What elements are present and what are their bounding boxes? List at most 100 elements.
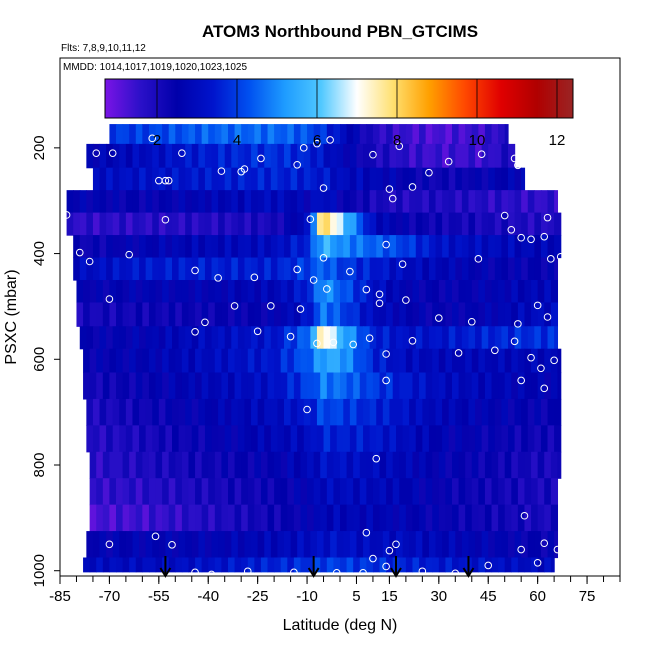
field-cell [228,451,236,479]
sample-point [296,305,305,313]
field-cell [274,348,282,374]
field-cell [112,143,120,169]
field-cell [297,235,305,259]
field-cell [119,143,127,169]
field-cell [297,326,305,350]
sample-point [125,250,133,259]
field-cell [221,478,229,506]
sample-point [467,317,476,326]
field-cell [139,143,147,169]
field-cell [175,302,183,327]
field-cell [208,478,216,506]
sample-point [454,349,463,357]
field-cell [336,190,344,214]
field-cell [547,257,555,281]
field-cell [415,425,423,453]
field-cell [181,280,190,304]
sample-point [550,356,558,365]
field-cell [442,235,450,259]
field-cell [320,478,328,506]
field-cell [402,167,410,191]
field-cell [442,326,450,350]
field-cell [458,348,466,374]
field-cell [287,451,295,479]
chart-title: ATOM3 Northbound PBN_GTCIMS [202,22,478,41]
field-cell [405,557,414,573]
field-cell [270,190,279,214]
sample-point [553,545,562,554]
sample-point [418,567,427,576]
field-cell [508,425,516,453]
field-cell [122,280,130,304]
field-cell [303,167,311,191]
sample-point [388,194,397,203]
field-cell [99,235,107,259]
field-cell [372,372,381,400]
field-cell [125,143,134,169]
field-cell [363,398,371,426]
field-cell [204,143,213,169]
field-cell [257,398,265,426]
sample-point [362,285,371,294]
field-cell [165,425,173,453]
field-cell [211,531,219,559]
field-cell [511,302,519,327]
field-cell [366,124,374,145]
field-cell [498,348,506,374]
field-cell [527,190,535,214]
field-cell [79,326,87,350]
field-cell [461,425,470,453]
field-cell [152,190,160,214]
colorbar-tick-label: 12 [549,132,566,149]
field-cell [508,235,516,259]
field-cell [366,372,374,400]
field-cell [92,235,101,259]
field-cell [211,326,219,350]
field-cell [540,425,549,453]
field-cell [96,557,104,573]
sample-point [303,405,311,414]
field-cell [168,557,176,573]
field-cell [109,451,117,479]
field-cell [99,257,107,281]
field-cell [478,372,486,400]
field-cell [92,425,101,453]
field-cell [221,280,229,304]
field-cell [402,212,410,236]
field-cell [195,302,203,327]
field-cell [251,398,259,426]
field-cell [277,531,285,559]
field-cell [422,235,430,259]
field-cell [320,504,328,532]
field-cell [445,348,453,374]
x-axis-label: Latitude (deg N) [283,617,398,634]
field-cell [412,478,420,506]
field-cell [280,124,288,145]
sample-point [382,376,390,385]
field-cell [211,190,219,214]
field-cell [237,143,246,169]
field-cell [211,235,219,259]
field-cell [356,143,364,169]
field-cell [307,504,315,532]
field-cell [455,257,463,281]
field-cell [106,257,114,281]
field-cell [307,372,315,400]
field-cell [372,478,381,506]
field-cell [241,372,249,400]
x-tick-label: 30 [430,588,447,605]
field-cell [181,372,190,400]
field-cell [145,257,153,281]
field-cell [264,167,272,191]
field-cell [198,531,206,559]
field-cell [231,167,239,191]
field-cell [481,425,489,453]
field-cell [195,504,203,532]
field-cell [452,504,460,532]
field-cell [438,302,447,327]
sample-point [178,149,186,157]
field-cell [445,302,453,327]
field-cell [353,124,361,145]
field-cell [254,302,262,327]
field-cell [224,190,232,214]
